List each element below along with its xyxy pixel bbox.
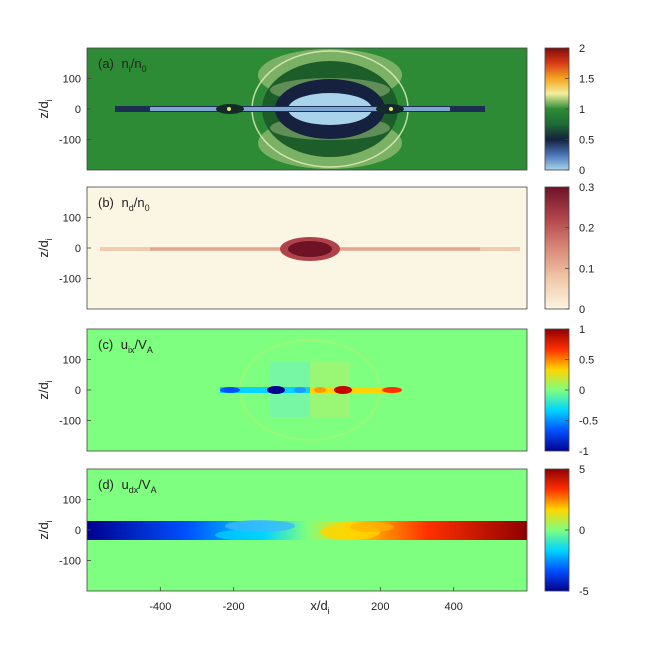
colorbar-tick-label: 2 — [579, 43, 585, 55]
colorbar-tick-label: 0.2 — [579, 223, 594, 235]
y-tick-label: 100 — [63, 355, 81, 367]
panel-c: 100 0 -100 (c) uix/VA z/di 1 0.5 0 -0.5 -1 — [36, 324, 598, 458]
y-tick-label: -100 — [59, 556, 81, 568]
colorbar-tick-label: -5 — [579, 586, 589, 598]
panel-b: 100 0 -100 (b) nd/n0 z/di 0.3 0.2 0.1 0 — [36, 182, 594, 316]
colorbar-c: 1 0.5 0 -0.5 -1 — [544, 324, 598, 458]
heatmap-a — [87, 48, 527, 170]
heatmap-d — [87, 469, 527, 591]
heatmap-b — [87, 187, 527, 309]
x-tick-label: -200 — [223, 601, 245, 613]
x-tick-label: 200 — [371, 601, 389, 613]
x-tick-label: 400 — [444, 601, 462, 613]
y-axis-label-a: z/di — [36, 99, 54, 118]
y-tick-label: 0 — [75, 525, 81, 537]
y-tick-label: 0 — [75, 104, 81, 116]
colorbar-tick-label: 1 — [579, 104, 585, 116]
colorbar-tick-label: 0 — [579, 525, 585, 537]
colorbar-tick-label: -0.5 — [579, 416, 598, 428]
panel-label-d: (d) udx/VA — [98, 477, 157, 495]
panel-a: 100 0 -100 (a) ni/n0 z/di 2 1.5 1 0.5 0 — [36, 43, 594, 177]
y-tick-label: -100 — [59, 274, 81, 286]
colorbar-tick-label: 5 — [579, 464, 585, 476]
y-tick-label: 0 — [75, 243, 81, 255]
colorbar-tick-label: 0.5 — [579, 135, 594, 147]
heatmap-c — [87, 329, 527, 451]
y-tick-label: 100 — [63, 74, 81, 86]
colorbar-tick-label: 0.1 — [579, 263, 594, 275]
colorbar-tick-label: -1 — [579, 446, 589, 458]
colorbar-a: 2 1.5 1 0.5 0 — [544, 43, 594, 177]
colorbar-tick-label: 0 — [579, 165, 585, 177]
colorbar-tick-label: 1.5 — [579, 74, 594, 86]
colorbar-b: 0.3 0.2 0.1 0 — [544, 182, 594, 316]
y-tick-label: 100 — [63, 495, 81, 507]
colorbar-tick-label: 0.5 — [579, 355, 594, 367]
y-axis-label-c: z/di — [36, 380, 54, 399]
colorbar-tick-label: 0.3 — [579, 182, 594, 194]
colorbar-d: 5 0 -5 — [544, 464, 589, 598]
x-tick-label: -400 — [149, 601, 171, 613]
colorbar-tick-label: 0 — [579, 385, 585, 397]
y-axis-label-d: z/di — [36, 520, 54, 539]
colorbar-gradient — [544, 186, 570, 310]
y-tick-label: -100 — [59, 135, 81, 147]
y-tick-label: -100 — [59, 416, 81, 428]
colorbar-tick-label: 1 — [579, 324, 585, 336]
y-tick-label: 0 — [75, 385, 81, 397]
x-axis-label: x/di — [310, 598, 329, 616]
colorbar-tick-label: 0 — [579, 304, 585, 316]
panel-label-b: (b) nd/n0 — [98, 195, 150, 213]
y-tick-label: 100 — [63, 213, 81, 225]
panel-label-a: (a) ni/n0 — [98, 56, 147, 74]
panel-label-c: (c) uix/VA — [98, 337, 153, 355]
y-axis-label-b: z/di — [36, 238, 54, 257]
